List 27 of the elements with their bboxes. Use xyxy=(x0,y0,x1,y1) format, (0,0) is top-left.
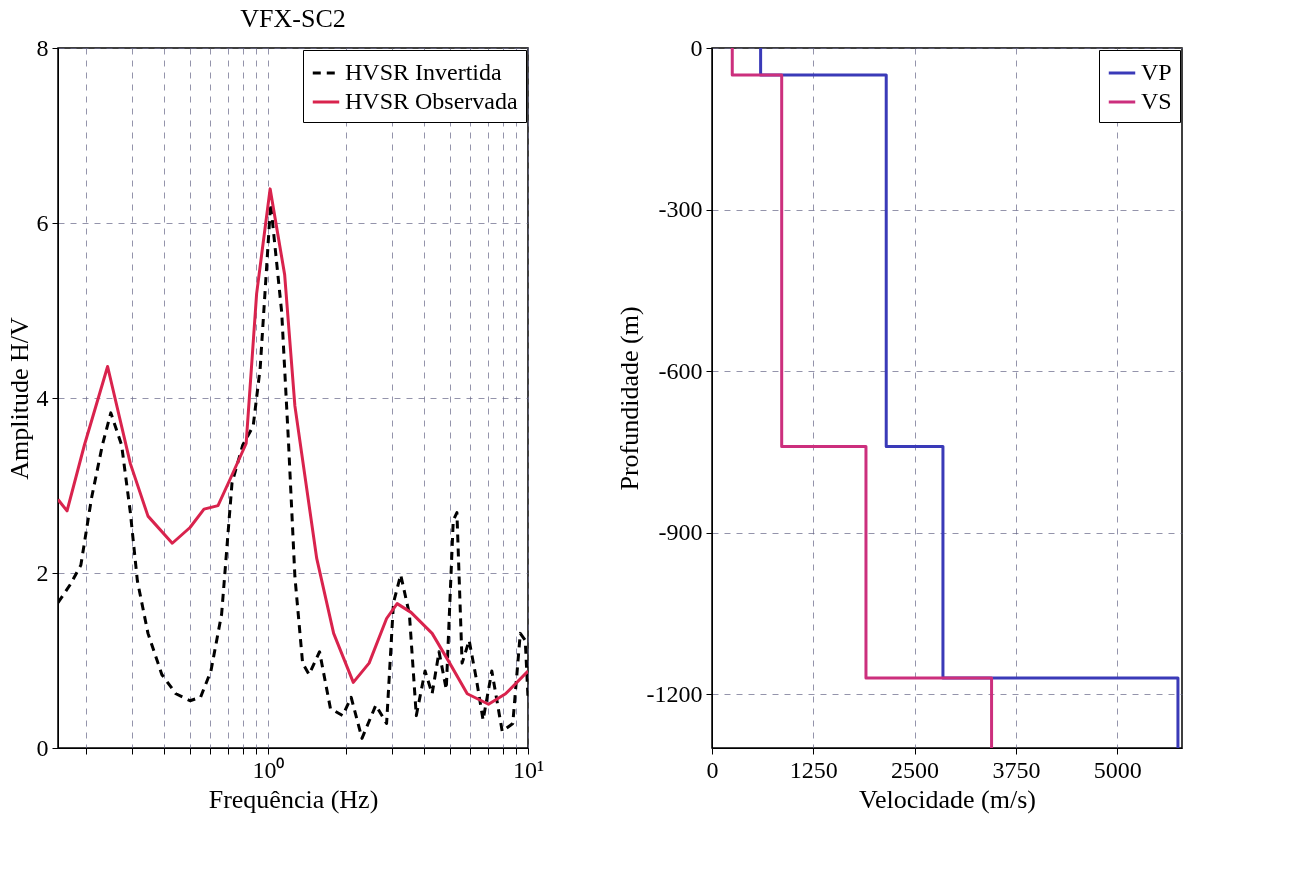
x-axis-title: Frequência (Hz) xyxy=(208,784,379,814)
legend-label: VP xyxy=(1141,59,1172,85)
legend-label: HVSR Observada xyxy=(345,88,518,114)
y-axis-title: Profundidade (m) xyxy=(614,306,644,491)
x-axis-title: Velocidade (m/s) xyxy=(859,784,1036,814)
x-tick-label: 2500 xyxy=(891,756,940,783)
line-series xyxy=(730,48,994,748)
line-series xyxy=(759,48,1180,748)
y-tick-label: -600 xyxy=(658,357,703,384)
y-tick-label: 6 xyxy=(36,209,49,236)
y-tick-label: -1200 xyxy=(646,680,703,707)
x-tick-label: 5000 xyxy=(1093,756,1142,783)
chart-title: VFX-SC2 xyxy=(240,4,346,33)
x-tick-label: 10¹ xyxy=(512,756,545,783)
x-tick-label: 10⁰ xyxy=(252,756,285,783)
y-tick-label: -900 xyxy=(658,519,703,546)
legend-label: VS xyxy=(1141,88,1172,114)
x-tick-label: 3750 xyxy=(992,756,1041,783)
legend-label: HVSR Invertida xyxy=(345,59,502,85)
y-tick-label: 4 xyxy=(36,384,49,411)
y-tick-label: 0 xyxy=(690,34,703,61)
y-tick-label: 2 xyxy=(36,559,49,586)
y-tick-label: -300 xyxy=(658,196,703,223)
y-axis-title: Amplitude H/V xyxy=(4,317,34,480)
y-tick-label: 8 xyxy=(36,34,49,61)
x-tick-label: 1250 xyxy=(789,756,838,783)
y-tick-label: 0 xyxy=(36,734,49,761)
